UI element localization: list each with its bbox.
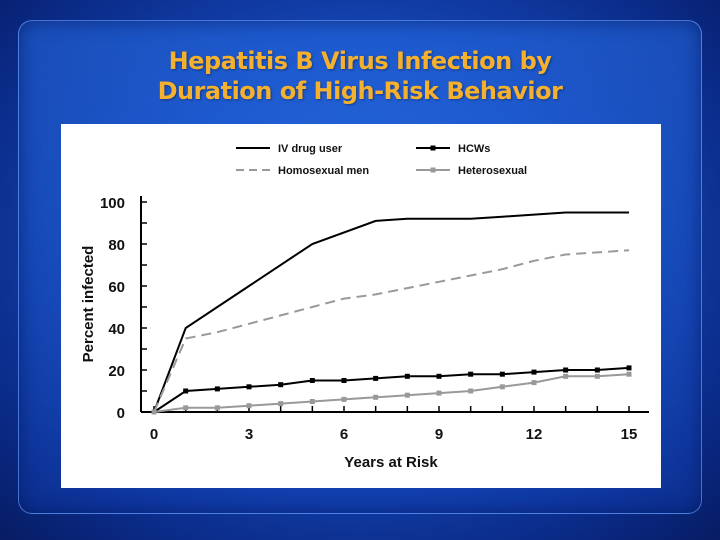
y-tick-label: 100 xyxy=(100,195,125,212)
chart-legend: IV drug user HCWs Homosexual men Heterosexu… xyxy=(236,143,527,177)
slide-title: Hepatitis B Virus Infection by Duration … xyxy=(60,46,660,106)
data-point-heterosexual xyxy=(183,405,189,411)
data-point-hcws xyxy=(309,378,315,383)
data-point-hcws xyxy=(404,373,410,379)
data-point-heterosexual xyxy=(626,371,632,377)
x-tick-label: 0 xyxy=(150,426,158,443)
data-point-hcws xyxy=(499,371,505,377)
x-tick-label: 9 xyxy=(435,426,443,443)
x-tick-label: 15 xyxy=(621,426,638,443)
data-point-hcws xyxy=(373,375,379,381)
x-axis-label: Years at Risk xyxy=(344,454,438,471)
data-point-hcws xyxy=(626,365,632,371)
data-point-hcws xyxy=(436,373,442,379)
legend-marker-heterosexual xyxy=(430,167,436,173)
y-axis-label: Percent infected xyxy=(80,246,97,363)
data-point-hcws xyxy=(278,382,284,388)
slide-title-line-1: Hepatitis B Virus Infection by xyxy=(168,47,552,75)
x-tick-label: 12 xyxy=(526,426,543,443)
data-point-hcws xyxy=(594,367,600,373)
data-point-heterosexual xyxy=(246,403,252,409)
data-point-heterosexual xyxy=(531,380,537,386)
data-point-hcws xyxy=(468,371,474,377)
data-point-heterosexual xyxy=(341,396,347,402)
y-tick-label: 60 xyxy=(108,279,125,296)
slide-title-line-2: Duration of High-Risk Behavior xyxy=(157,77,563,105)
data-point-heterosexual xyxy=(214,405,220,411)
legend-marker-hcws xyxy=(430,145,436,151)
legend-label-heterosexual: Heterosexual xyxy=(458,165,527,177)
data-point-hcws xyxy=(246,384,252,390)
legend-label-hcws: HCWs xyxy=(458,143,490,155)
chart-panel: 0 20 40 60 80 100 0 3 6 9 12 15 IV drug user HCWs Hom… xyxy=(61,124,661,488)
data-point-heterosexual xyxy=(404,392,410,398)
data-point-heterosexual xyxy=(563,373,569,379)
y-tick-label: 80 xyxy=(108,237,125,254)
data-point-heterosexual xyxy=(468,388,474,394)
chart-axes: 0 20 40 60 80 100 0 3 6 9 12 15 xyxy=(100,195,649,443)
data-point-hcws xyxy=(341,378,347,383)
x-tick-label: 3 xyxy=(245,426,253,443)
data-point-hcws xyxy=(531,369,537,375)
data-point-heterosexual xyxy=(278,401,284,407)
data-point-heterosexual xyxy=(309,399,315,404)
y-tick-label: 20 xyxy=(108,363,125,380)
series-line-homosexual-men xyxy=(153,249,630,413)
series-line-hcws xyxy=(153,366,630,413)
data-point-heterosexual xyxy=(594,373,600,379)
data-point-heterosexual xyxy=(151,409,157,415)
line-chart: 0 20 40 60 80 100 0 3 6 9 12 15 IV drug user HCWs Hom… xyxy=(80,143,649,471)
y-tick-label: 0 xyxy=(117,405,125,422)
data-point-heterosexual xyxy=(373,394,379,400)
data-point-hcws xyxy=(214,386,220,392)
legend-label-homosexual-men: Homosexual men xyxy=(278,165,369,177)
chart-series xyxy=(151,211,632,415)
data-point-heterosexual xyxy=(499,384,505,390)
data-point-hcws xyxy=(563,367,569,373)
y-tick-label: 40 xyxy=(108,321,125,338)
x-tick-label: 6 xyxy=(340,426,348,443)
legend-label-iv-drug-user: IV drug user xyxy=(278,143,343,155)
data-point-hcws xyxy=(183,388,189,394)
series-line-iv-drug-user xyxy=(153,211,629,413)
series-line-heterosexual xyxy=(153,373,630,413)
data-point-heterosexual xyxy=(436,390,442,396)
